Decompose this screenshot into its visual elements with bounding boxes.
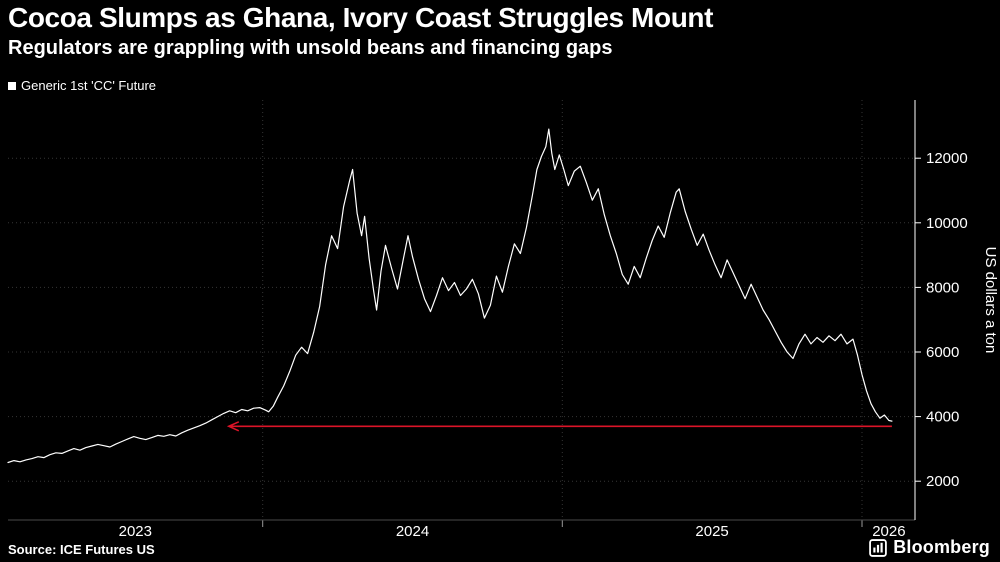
x-year-label: 2023 bbox=[119, 523, 152, 540]
y-tick-label: 2000 bbox=[926, 473, 959, 490]
y-tick-label: 4000 bbox=[926, 409, 959, 426]
price-line-chart: 2000 4000 6000 8000 10000 12000 2023 2024 2025 20… bbox=[7, 100, 999, 540]
legend: Generic 1st 'CC' Future bbox=[8, 78, 156, 93]
chart-plot-area: 2000 4000 6000 8000 10000 12000 2023 2024 2025 20… bbox=[7, 100, 968, 540]
decline-arrow-head bbox=[226, 421, 240, 432]
legend-label: Generic 1st 'CC' Future bbox=[21, 78, 157, 93]
y-tick-label: 10000 bbox=[926, 215, 968, 232]
y-tick-label: 6000 bbox=[926, 344, 959, 361]
y-axis-title: US dollars a ton bbox=[982, 247, 999, 354]
bloomberg-logo: Bloomberg bbox=[869, 537, 990, 558]
bloomberg-wordmark: Bloomberg bbox=[893, 537, 990, 557]
x-year-label: 2026 bbox=[872, 523, 905, 540]
y-tick-label: 12000 bbox=[926, 150, 968, 167]
source-note: Source: ICE Futures US bbox=[8, 542, 155, 557]
price-line bbox=[7, 128, 893, 464]
page-subtitle: Regulators are grappling with unsold bea… bbox=[8, 37, 613, 59]
x-year-label: 2024 bbox=[396, 523, 429, 540]
page-title: Cocoa Slumps as Ghana, Ivory Coast Strug… bbox=[8, 2, 714, 33]
y-tick-label: 8000 bbox=[926, 279, 959, 296]
bloomberg-logo-icon bbox=[869, 538, 888, 557]
x-year-label: 2025 bbox=[695, 523, 728, 540]
legend-swatch-icon bbox=[8, 81, 16, 90]
